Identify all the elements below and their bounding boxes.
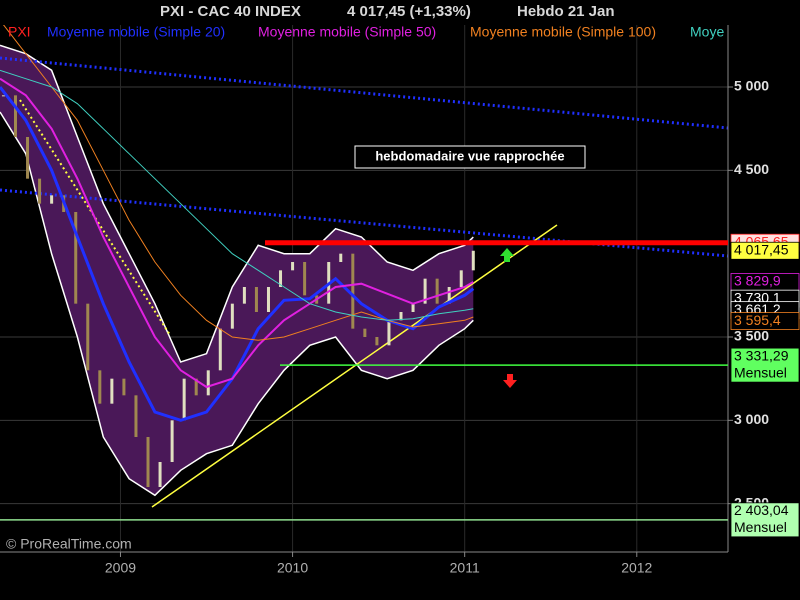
candle [170, 420, 174, 462]
band-upper [0, 44, 474, 363]
candle [435, 278, 439, 304]
candle [387, 320, 391, 346]
y-tick-label: 5 000 [734, 78, 769, 94]
level-box [730, 347, 800, 383]
up-arrow [500, 248, 514, 262]
resistance-dotted [0, 188, 728, 258]
candle [411, 303, 415, 312]
x-tick-label: 2011 [450, 560, 480, 576]
y-tick-label: 4 500 [734, 161, 769, 177]
candle [279, 270, 283, 287]
down-arrow [503, 374, 517, 388]
x-tick-label: 2012 [621, 560, 652, 576]
candle [110, 378, 114, 404]
candle [254, 287, 258, 312]
candle [13, 95, 17, 137]
period: Hebdo 21 Jan [517, 3, 615, 20]
level-note: Mensuel [734, 519, 787, 535]
level-box [730, 241, 800, 260]
candle [158, 462, 162, 487]
candle [363, 328, 367, 337]
x-tick-label: 2009 [105, 560, 136, 576]
legend-entry: Moyenne mobile (Simple 50) [258, 24, 436, 40]
candle [291, 262, 295, 271]
y-tick-label: 3 500 [734, 328, 769, 344]
trend-line [151, 224, 558, 508]
legend-entry: Moye [690, 24, 724, 40]
level-label: 2 403,04 [734, 502, 789, 518]
last-price: 4 017,45 (+1,33%) [347, 3, 471, 20]
candle [266, 287, 270, 312]
band-lower [0, 111, 474, 497]
candle [122, 378, 126, 396]
support-dotted [19, 99, 171, 336]
candle [1, 95, 5, 97]
candle [218, 328, 222, 371]
resistance-dotted [0, 56, 728, 130]
legend-entry: Moyenne mobile (Simple 100) [470, 24, 656, 40]
legend-entry: Moyenne mobile (Simple 20) [47, 24, 225, 40]
candle [423, 278, 427, 304]
level-box [730, 312, 800, 331]
candle [206, 370, 210, 396]
candle [375, 337, 379, 346]
candle [182, 378, 186, 421]
candle [351, 253, 355, 329]
chart-title: PXI - CAC 40 INDEX [160, 3, 301, 20]
candle [459, 270, 463, 287]
annotation: hebdomadaire vue rapprochée [375, 148, 564, 163]
candle [194, 378, 198, 396]
level-label: 4 017,45 [734, 241, 789, 257]
candle [74, 212, 78, 304]
candle [447, 287, 451, 304]
level-label: 3 595,4 [734, 312, 781, 328]
candle [86, 303, 90, 371]
candle [230, 303, 234, 329]
candle [242, 287, 246, 304]
level-label: 3 829,9 [734, 273, 781, 289]
band-fill [0, 45, 474, 496]
moving-average [0, 69, 474, 321]
candle [399, 312, 403, 321]
level-box [730, 502, 800, 538]
candle [146, 437, 150, 487]
annotation-box [354, 145, 586, 169]
level-note: Mensuel [734, 364, 787, 380]
moving-average [0, 77, 474, 389]
x-tick-label: 2010 [277, 560, 308, 576]
candle [26, 137, 30, 179]
candle [98, 370, 102, 404]
plot-area [0, 25, 728, 552]
candle [134, 395, 138, 437]
candle [50, 195, 54, 204]
candle [303, 262, 307, 296]
candle [38, 178, 42, 204]
copyright: © ProRealTime.com [6, 536, 132, 552]
y-tick-label: 3 000 [734, 411, 769, 427]
moving-average [0, 86, 475, 422]
moving-average [2, 25, 474, 341]
candle [471, 250, 475, 271]
legend-entry: PXI [8, 24, 31, 40]
level-label: 3 331,29 [734, 347, 789, 363]
candle [339, 253, 343, 262]
